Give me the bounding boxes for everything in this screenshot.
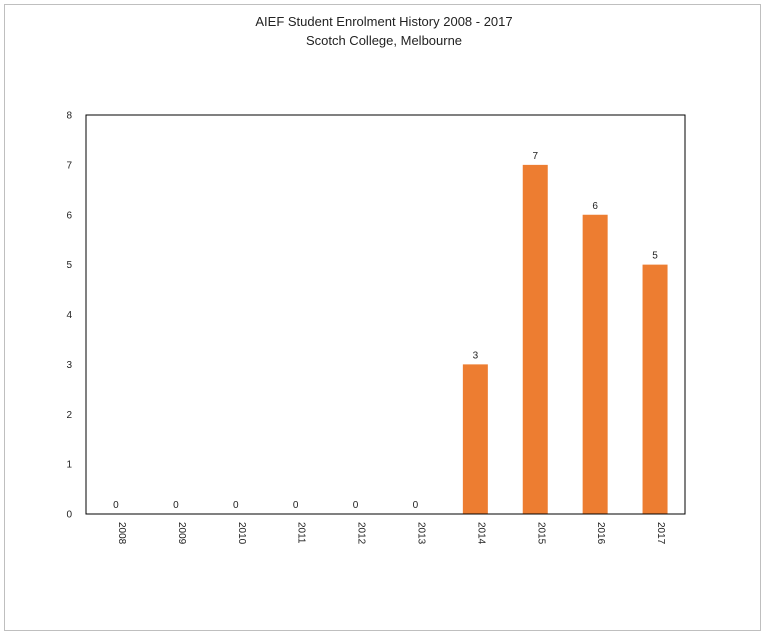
x-tick-label-2012: 2012 xyxy=(356,522,367,545)
y-tick-label: 1 xyxy=(66,460,72,471)
data-label-2009: 0 xyxy=(173,500,179,511)
data-label-2011: 0 xyxy=(293,500,299,511)
x-tick-label-2017: 2017 xyxy=(655,522,666,545)
chart-title: AIEF Student Enrolment History 2008 - 20… xyxy=(255,14,513,29)
chart-frame xyxy=(4,4,761,631)
data-label-2014: 3 xyxy=(473,350,479,361)
x-tick-label-2015: 2015 xyxy=(535,522,546,545)
data-label-2010: 0 xyxy=(233,500,239,511)
y-tick-label: 6 xyxy=(66,210,72,221)
y-axis: 0 1 2 3 4 5 6 7 8 xyxy=(66,111,72,521)
x-tick-label-2008: 2008 xyxy=(116,522,127,545)
y-tick-label: 5 xyxy=(66,260,72,271)
y-tick-label: 0 xyxy=(66,510,72,521)
bar-2017 xyxy=(642,264,668,514)
chart-subtitle: Scotch College, Melbourne xyxy=(305,33,463,48)
bar-2016 xyxy=(582,214,608,514)
y-tick-label: 2 xyxy=(66,410,72,421)
x-tick-label-2009: 2009 xyxy=(176,522,187,545)
x-tick-label-2010: 2010 xyxy=(236,522,247,545)
y-tick-label: 7 xyxy=(66,160,72,171)
data-label-2013: 0 xyxy=(413,500,419,511)
bar-2015 xyxy=(522,164,548,514)
x-tick-label-2011: 2011 xyxy=(296,522,307,544)
data-labels: 0 0 0 0 0 0 3 7 6 5 xyxy=(113,151,658,511)
x-axis: 2008 2009 2010 2011 2012 2013 2014 2015 2016 2017 xyxy=(116,522,666,545)
data-label-2012: 0 xyxy=(353,500,359,511)
x-tick-label-2013: 2013 xyxy=(415,522,426,545)
bar-2014 xyxy=(462,364,488,514)
data-label-2015: 7 xyxy=(532,151,538,162)
data-label-2016: 6 xyxy=(592,201,598,212)
y-tick-label: 4 xyxy=(66,310,72,321)
bar-series xyxy=(462,164,668,514)
y-tick-label: 8 xyxy=(66,111,72,122)
data-label-2008: 0 xyxy=(113,500,119,511)
y-tick-label: 3 xyxy=(66,360,72,371)
x-tick-label-2016: 2016 xyxy=(595,522,606,545)
x-tick-label-2014: 2014 xyxy=(475,522,486,545)
plot-area xyxy=(85,114,686,515)
data-label-2017: 5 xyxy=(652,251,658,262)
